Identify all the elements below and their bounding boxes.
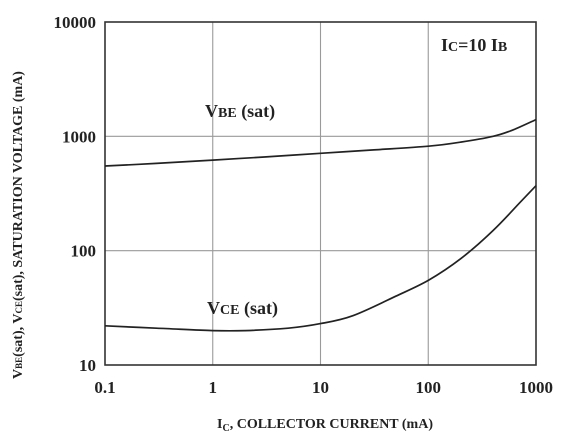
vce-sat-label: VCE (sat) xyxy=(207,298,278,319)
x-axis-label: IC, COLLECTOR CURRENT (mA) xyxy=(217,417,433,434)
x-tick-label: 1 xyxy=(209,378,218,397)
x-tick-label: 1000 xyxy=(519,378,553,397)
y-tick-label: 100 xyxy=(71,242,97,261)
y-tick-label: 10000 xyxy=(54,13,97,32)
ic-condition-label: IC=10 IB xyxy=(441,35,507,55)
vbe-sat-label: VBE (sat) xyxy=(205,101,275,122)
tick-label-layer: 0.1 1 10 100 1000 10 100 1000 10000 xyxy=(54,13,554,397)
y-axis-label: VBE(sat), VCE(sat), SATURATION VOLTAGE (… xyxy=(11,71,26,379)
grid-layer xyxy=(105,22,536,365)
x-tick-label: 10 xyxy=(312,378,329,397)
y-tick-label: 1000 xyxy=(62,127,96,146)
x-tick-label: 0.1 xyxy=(94,378,115,397)
x-tick-label: 100 xyxy=(416,378,442,397)
y-tick-label: 10 xyxy=(79,356,96,375)
plot-frame xyxy=(104,21,537,366)
vbe-sat-curve xyxy=(104,118,537,167)
curve-layer xyxy=(104,118,537,332)
vce-sat-curve xyxy=(104,185,537,332)
